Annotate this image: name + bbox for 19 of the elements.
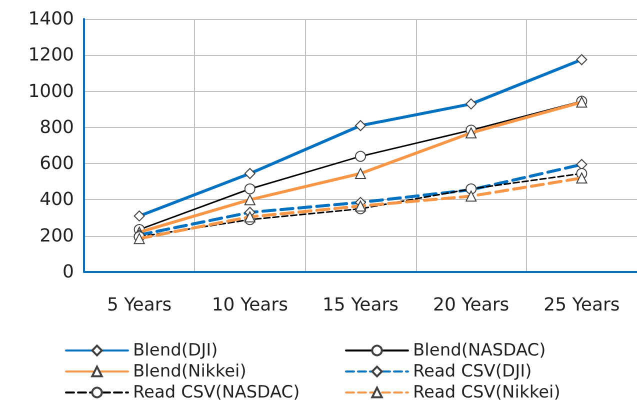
y-tick-label: 0: [62, 262, 74, 282]
y-tick-label: 600: [40, 153, 74, 174]
y-tick-label: 400: [40, 189, 74, 210]
x-tick-label: 15 Years: [322, 294, 399, 316]
legend-label: Read CSV(Nikkei): [413, 382, 560, 402]
y-tick-label: 800: [40, 116, 74, 138]
y-tick-label: 200: [40, 225, 74, 246]
y-tick-label: 1200: [28, 44, 74, 66]
y-tick-label: 1000: [28, 80, 74, 102]
x-tick-label: 25 Years: [544, 294, 620, 316]
legend-label: Blend(Nikkei): [133, 362, 246, 382]
legend-label: Blend(DJI): [133, 340, 218, 360]
legend-label: Read CSV(NASDAC): [133, 382, 300, 402]
y-tick-label: 1400: [28, 8, 74, 30]
legend-label: Blend(NASDAC): [413, 340, 546, 360]
x-tick-label: 20 Years: [433, 294, 510, 316]
legend-label: Read CSV(DJI): [413, 362, 532, 382]
x-tick-label: 10 Years: [212, 294, 288, 316]
x-tick-label: 5 Years: [106, 294, 172, 316]
